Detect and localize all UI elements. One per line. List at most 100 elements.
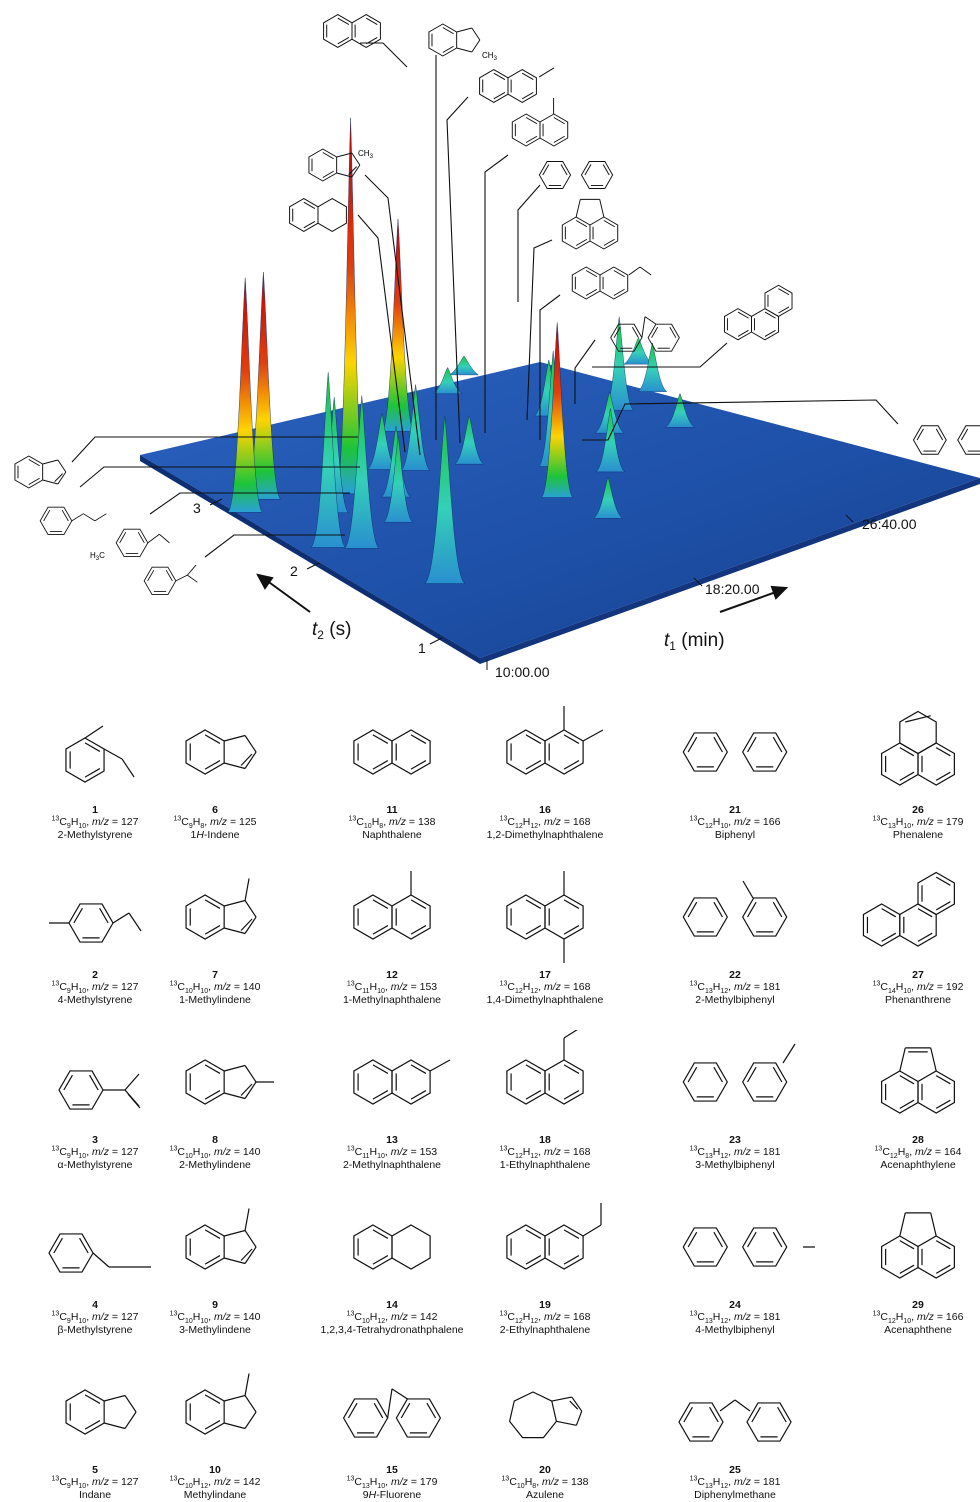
double-bond (575, 238, 588, 246)
structure-11 (353, 729, 431, 775)
double-bond (881, 908, 897, 918)
double-bond (935, 876, 951, 886)
count: 12 (514, 988, 523, 996)
structure-7 (185, 878, 257, 940)
ring-bond (682, 1227, 728, 1267)
double-bond (751, 1406, 761, 1423)
compound-formula: 13C13H10, m/z = 179 (872, 815, 964, 831)
ring-bond (561, 216, 591, 250)
h3c-label: H3C (90, 551, 105, 562)
double-bond (410, 899, 427, 909)
compound-formula: 13C13H12, m/z = 181 (689, 1310, 781, 1326)
structure-drawing (881, 1212, 955, 1279)
element: H (895, 816, 904, 828)
double-bond (372, 734, 389, 744)
double-bond (772, 901, 783, 918)
compound-formula: 13C12H10, m/z = 166 (689, 815, 781, 831)
element: H (522, 1311, 531, 1323)
bond (223, 1422, 246, 1430)
compound-formula: 13C9H10, m/z = 127 (51, 815, 139, 831)
peak (454, 414, 485, 465)
compound-name: Phenalene (892, 829, 944, 841)
double-bond (603, 220, 615, 228)
structure-drawing (185, 729, 257, 775)
t1-tick (845, 514, 854, 523)
callout-line (517, 184, 541, 302)
count: 12 (514, 1318, 523, 1326)
ring-bond (511, 113, 541, 147)
callout-line (592, 342, 728, 368)
structure-drawing (506, 1030, 584, 1105)
isotope: 13 (51, 1475, 60, 1483)
mz-label: m/z (917, 981, 934, 993)
compound-card: 28 13C12H8, m/z = 164 Acenaphthylene (838, 1030, 980, 1172)
compound-name: 4-Methylbiphenyl (695, 1324, 775, 1336)
bond (92, 1252, 110, 1268)
t2-tick-label: 1 (418, 640, 426, 656)
element: C (59, 1146, 67, 1158)
count: 10 (78, 988, 87, 996)
bond (556, 1420, 577, 1426)
ring-bond (917, 1235, 955, 1279)
element: C (59, 1311, 67, 1323)
compound-number: 20 (539, 1464, 551, 1476)
callout-line (582, 399, 899, 441)
compound-card: 8 13C10H10, m/z = 140 2-Methylindene (135, 1030, 295, 1172)
bond (159, 533, 170, 544)
callout-line (149, 492, 350, 515)
double-bond (525, 117, 538, 125)
double-bond (935, 1240, 951, 1250)
double-bond (917, 908, 933, 918)
bond (103, 748, 123, 760)
count: 12 (514, 1153, 523, 1161)
structure-28 (881, 1047, 955, 1114)
ring-bond (185, 1059, 225, 1105)
compound-card: 23 13C13H12, m/z = 181 3-Methylbiphenyl (655, 1030, 815, 1172)
count: 12 (720, 988, 729, 996)
compound-formula: 13C11H10, m/z = 153 (346, 980, 438, 996)
bond (84, 725, 104, 739)
element: H (524, 1476, 533, 1488)
bond (57, 471, 67, 485)
double-bond (778, 306, 790, 314)
double-bond (553, 135, 565, 143)
compound-number: 6 (212, 804, 218, 816)
ring-bond (185, 1224, 225, 1270)
element: C (507, 816, 515, 828)
double-bond (935, 747, 951, 757)
bond (103, 1422, 126, 1430)
callout-line (71, 436, 358, 463)
compound-number: 2 (92, 969, 98, 981)
compound-formula: 13C10H12, m/z = 142 (346, 1310, 438, 1326)
compound-formula: 13C10H8, m/z = 138 (348, 815, 436, 831)
count: 10 (377, 988, 385, 996)
ring-bond (724, 308, 752, 341)
double-bond (63, 1074, 73, 1091)
count: 13 (704, 1318, 713, 1326)
structure-drawing (862, 871, 955, 947)
count: 12 (720, 1318, 729, 1326)
element: C (509, 1476, 517, 1488)
compound-card: 26 13C13H10, m/z = 179 Phenalene (838, 700, 980, 842)
mz-value: 168 (572, 1311, 591, 1323)
t1-arrowhead (770, 585, 789, 600)
mz-label: m/z (544, 816, 561, 828)
ring-bond (185, 729, 225, 775)
mz-label: m/z (391, 1311, 408, 1323)
compound-number: 24 (729, 1299, 741, 1311)
bond (391, 1388, 408, 1400)
mz-value: 166 (762, 816, 781, 828)
compound-formula: 13C9H10, m/z = 127 (51, 1310, 139, 1326)
element: C (697, 1476, 705, 1488)
peak (595, 408, 626, 473)
bond (471, 27, 481, 41)
double-bond (204, 1420, 221, 1430)
mz-label: m/z (389, 816, 406, 828)
double-bond (560, 164, 568, 176)
double-bond (563, 1229, 580, 1239)
double-bond (935, 1075, 951, 1085)
double-bond (525, 760, 542, 770)
ring-bond (506, 729, 546, 775)
double-bond (137, 531, 145, 544)
bond (42, 479, 58, 485)
